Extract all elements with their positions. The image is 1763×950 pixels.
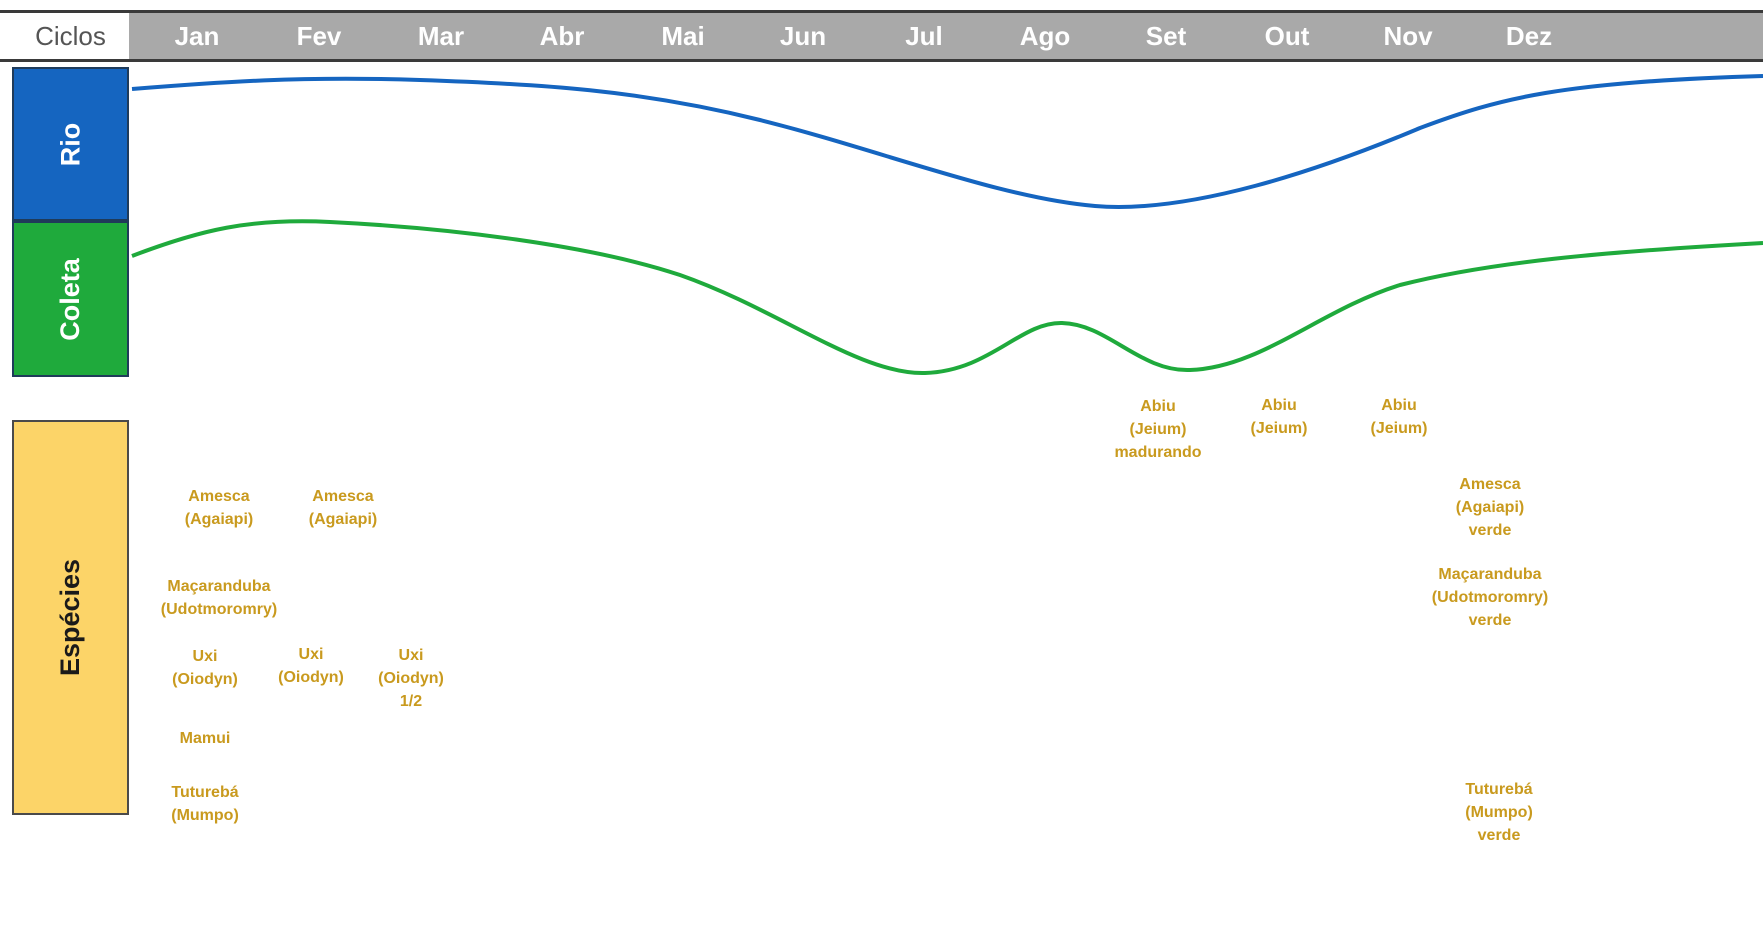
species-line: Uxi xyxy=(298,646,324,663)
header-bottom-rule xyxy=(0,59,1763,62)
rio-curve xyxy=(131,74,1763,209)
species-line: (Jeium) xyxy=(1370,420,1428,437)
species-tutureba-jan: Tuturebá (Mumpo) xyxy=(171,781,239,827)
month-abr: Abr xyxy=(539,20,585,51)
species-line: Amesca xyxy=(312,488,374,505)
species-abiu-nov: Abiu (Jeium) xyxy=(1371,394,1428,440)
species-line: 1/2 xyxy=(399,693,423,710)
month-ago: Ago xyxy=(1019,20,1071,51)
months-bar: Jan Fev Mar Abr Mai Jun Jul Ago Set Out … xyxy=(129,13,1763,59)
month-set: Set xyxy=(1145,20,1187,51)
species-line: (Jeium) xyxy=(1250,420,1308,437)
species-line: verde xyxy=(1477,827,1521,844)
species-line: (Mumpo) xyxy=(171,807,239,824)
species-line: Maçaranduba xyxy=(167,578,271,595)
species-mamui-jan: Mamui xyxy=(180,727,231,750)
species-amesca-fev: Amesca (Agaiapi) xyxy=(309,485,377,531)
month-jan: Jan xyxy=(174,20,220,51)
species-tutureba-dez: Tuturebá (Mumpo) verde xyxy=(1465,778,1533,847)
species-line: Mamui xyxy=(179,730,231,747)
species-macaranduba-dez: Maçaranduba (Udotmoromry) verde xyxy=(1432,563,1548,632)
month-mar: Mar xyxy=(417,20,465,51)
species-line: (Agaiapi) xyxy=(308,511,378,528)
species-amesca-dez: Amesca (Agaiapi) verde xyxy=(1456,473,1524,542)
species-amesca-jan: Amesca (Agaiapi) xyxy=(185,485,253,531)
species-line: Amesca xyxy=(1459,476,1521,493)
month-dez: Dez xyxy=(1505,20,1553,51)
species-line: Abiu xyxy=(1381,397,1417,414)
species-line: (Jeium) xyxy=(1129,421,1187,438)
species-line: verde xyxy=(1468,612,1512,629)
species-line: (Agaiapi) xyxy=(184,511,254,528)
species-uxi-fev: Uxi (Oiodyn) xyxy=(278,643,344,689)
month-fev: Fev xyxy=(296,20,342,51)
species-line: (Oiodyn) xyxy=(278,669,344,686)
species-line: Amesca xyxy=(188,488,250,505)
species-line: (Mumpo) xyxy=(1465,804,1533,821)
species-line: (Udotmoromry) xyxy=(1431,589,1549,606)
species-line: (Udotmoromry) xyxy=(160,601,278,618)
species-line: Uxi xyxy=(398,647,424,664)
species-line: Maçaranduba xyxy=(1438,566,1542,583)
header-top-rule xyxy=(0,10,1763,13)
especies-row-label: Espécies xyxy=(12,420,129,815)
species-line: (Oiodyn) xyxy=(378,670,444,687)
month-jul: Jul xyxy=(905,20,943,51)
species-line: Tuturebá xyxy=(1465,781,1533,798)
month-jun: Jun xyxy=(779,20,827,51)
species-line: (Agaiapi) xyxy=(1455,499,1525,516)
rio-row-label: Rio xyxy=(12,67,129,221)
calendar-header: Ciclos Jan Fev Mar Abr Mai Jun Jul Ago S… xyxy=(0,13,1763,59)
species-abiu-set: Abiu (Jeium) madurando xyxy=(1114,395,1201,464)
coleta-row-label: Coleta xyxy=(12,221,129,377)
month-mai: Mai xyxy=(661,20,705,51)
species-line: Abiu xyxy=(1140,398,1176,415)
species-abiu-out: Abiu (Jeium) xyxy=(1251,394,1308,440)
species-uxi-jan: Uxi (Oiodyn) xyxy=(172,645,238,691)
species-line: Uxi xyxy=(192,648,218,665)
species-line: (Oiodyn) xyxy=(172,671,238,688)
coleta-curve xyxy=(131,219,1763,376)
species-line: Abiu xyxy=(1261,397,1297,414)
species-line: verde xyxy=(1468,522,1512,539)
species-line: madurando xyxy=(1114,444,1202,461)
species-macaranduba-jan: Maçaranduba (Udotmoromry) xyxy=(161,575,277,621)
month-out: Out xyxy=(1264,20,1310,51)
month-nov: Nov xyxy=(1383,20,1433,51)
species-uxi-mar: Uxi (Oiodyn) 1/2 xyxy=(378,644,444,713)
ciclos-header-cell: Ciclos xyxy=(12,13,129,59)
species-line: Tuturebá xyxy=(171,784,239,801)
